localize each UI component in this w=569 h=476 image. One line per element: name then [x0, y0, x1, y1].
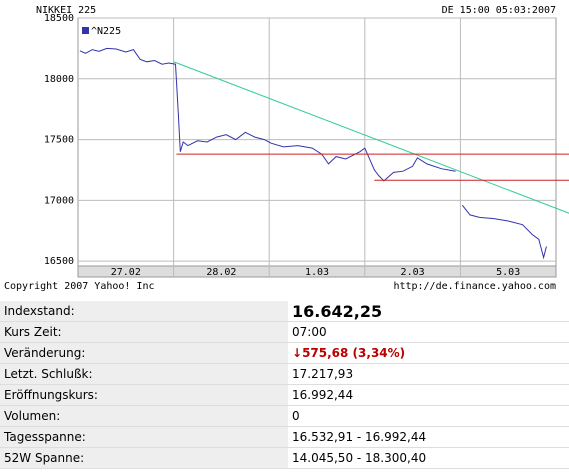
- x-tick-label: 27.02: [111, 267, 141, 278]
- row-value: 14.045,50 - 18.300,40: [288, 447, 569, 469]
- table-row: 52W Spanne: 14.045,50 - 18.300,40: [0, 447, 569, 469]
- chart-title: NIKKEI 225: [36, 5, 96, 16]
- row-value: 16.642,25: [288, 300, 569, 322]
- row-label: Indexstand:: [0, 300, 288, 322]
- quote-table: Indexstand: 16.642,25 Kurs Zeit: 07:00 Verän…: [0, 300, 569, 469]
- row-label: Eröffnungskurs:: [0, 384, 288, 406]
- table-row: Letzt. Schlußk: 17.217,93: [0, 363, 569, 385]
- value-text: 14.045,50 - 18.300,40: [292, 451, 427, 465]
- legend-swatch: [82, 27, 89, 34]
- table-row: Kurs Zeit: 07:00: [0, 321, 569, 343]
- row-value: 16.992,44: [288, 384, 569, 406]
- chart-date: DE 15:00 05:03:2007: [442, 5, 556, 16]
- y-tick-label: 16500: [44, 256, 74, 267]
- table-row: Volumen: 0: [0, 405, 569, 427]
- copyright: Copyright 2007 Yahoo! Inc: [4, 281, 155, 292]
- table-row: Veränderung: ↓575,68 (3,34%): [0, 342, 569, 364]
- x-tick-label: 28.02: [206, 267, 236, 278]
- row-value: 16.532,91 - 16.992,44: [288, 426, 569, 448]
- row-label: Letzt. Schlußk:: [0, 363, 288, 385]
- y-tick-label: 18500: [44, 13, 74, 24]
- chart: NIKKEI 225 DE 15:00 05:03:2007 Copyright…: [4, 5, 569, 292]
- source-url: http://de.finance.yahoo.com: [393, 281, 556, 292]
- table-row: Indexstand: 16.642,25: [0, 300, 569, 322]
- table-row: Eröffnungskurs: 16.992,44: [0, 384, 569, 406]
- value-text: 17.217,93: [292, 367, 354, 381]
- value-text: 16.992,44: [292, 388, 354, 402]
- row-label: Tagesspanne:: [0, 426, 288, 448]
- x-tick-label: 5.03: [496, 267, 520, 278]
- down-arrow-icon: ↓: [292, 346, 303, 360]
- value-text: 0: [292, 409, 300, 423]
- row-label: Kurs Zeit:: [0, 321, 288, 343]
- value-text: 16.532,91 - 16.992,44: [292, 430, 427, 444]
- trend-line: [173, 61, 569, 214]
- value-text: 07:00: [292, 325, 327, 339]
- x-tick-label: 1.03: [305, 267, 329, 278]
- row-value: 17.217,93: [288, 363, 569, 385]
- row-value: 0: [288, 405, 569, 427]
- table-row: Tagesspanne: 16.532,91 - 16.992,44: [0, 426, 569, 448]
- y-tick-label: 17000: [44, 195, 74, 206]
- row-value: ↓575,68 (3,34%): [288, 342, 569, 364]
- price-line: [79, 47, 547, 260]
- y-tick-label: 17500: [44, 135, 74, 146]
- value-text: 575,68 (3,34%): [302, 346, 406, 360]
- legend-label: ^N225: [91, 26, 121, 37]
- x-tick-label: 2.03: [401, 267, 425, 278]
- value-text: 16.642,25: [292, 301, 383, 321]
- row-value: 07:00: [288, 321, 569, 343]
- row-label: Volumen:: [0, 405, 288, 427]
- plot-area: [77, 17, 557, 267]
- row-label: 52W Spanne:: [0, 447, 288, 469]
- x-axis-band: [77, 265, 557, 278]
- y-tick-label: 18000: [44, 74, 74, 85]
- row-label: Veränderung:: [0, 342, 288, 364]
